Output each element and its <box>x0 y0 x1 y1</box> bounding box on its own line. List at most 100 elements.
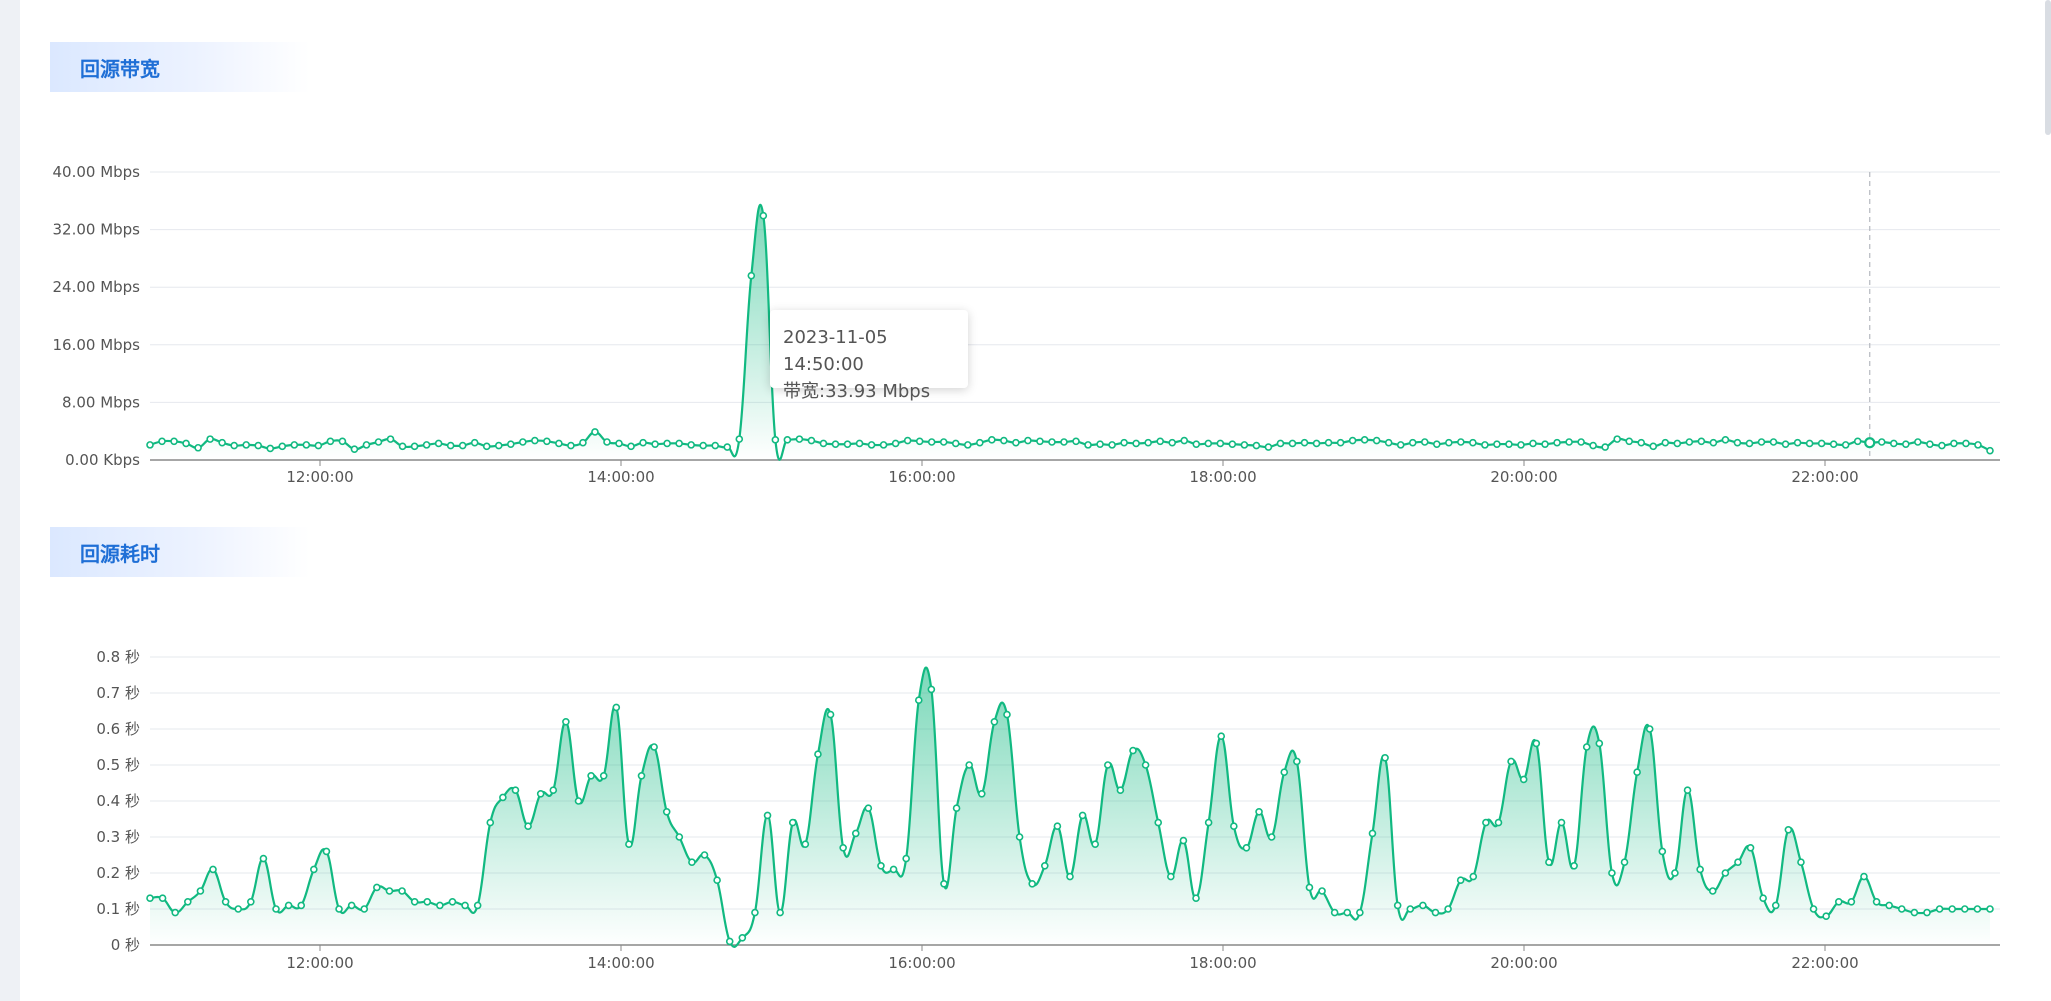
latency-data-point[interactable] <box>310 865 318 874</box>
latency-data-point[interactable] <box>1154 818 1163 827</box>
latency-data-point[interactable] <box>650 743 658 751</box>
bandwidth-data-point[interactable] <box>1974 441 1982 449</box>
bandwidth-data-point[interactable] <box>1757 438 1766 446</box>
latency-data-point[interactable] <box>1658 847 1667 856</box>
bandwidth-data-point[interactable] <box>976 438 984 447</box>
bandwidth-data-point[interactable] <box>1457 438 1465 446</box>
bandwidth-data-point[interactable] <box>422 441 431 449</box>
bandwidth-data-point[interactable] <box>182 439 190 448</box>
latency-data-point[interactable] <box>461 901 469 910</box>
bandwidth-data-point[interactable] <box>266 444 275 453</box>
latency-data-point[interactable] <box>1053 822 1062 831</box>
latency-data-point[interactable] <box>486 818 495 827</box>
bandwidth-data-point[interactable] <box>1240 441 1249 449</box>
bandwidth-data-point[interactable] <box>1288 439 1297 448</box>
latency-data-point[interactable] <box>612 703 621 712</box>
bandwidth-data-point[interactable] <box>867 441 876 449</box>
bandwidth-data-point[interactable] <box>1877 438 1886 446</box>
latency-data-point[interactable] <box>1419 901 1427 910</box>
bandwidth-data-point[interactable] <box>1625 437 1634 446</box>
latency-data-point[interactable] <box>196 887 205 895</box>
bandwidth-data-point[interactable] <box>1000 436 1008 445</box>
bandwidth-data-point[interactable] <box>290 441 299 449</box>
bandwidth-data-point[interactable] <box>1084 441 1092 449</box>
latency-data-point[interactable] <box>436 901 444 910</box>
latency-data-point[interactable] <box>700 851 709 859</box>
latency-data-point[interactable] <box>1608 869 1616 877</box>
bandwidth-data-point[interactable] <box>1276 439 1285 448</box>
latency-data-point[interactable] <box>675 833 684 841</box>
latency-data-point[interactable] <box>385 887 394 895</box>
bandwidth-data-point[interactable] <box>1926 440 1934 448</box>
latency-data-point[interactable] <box>1847 897 1856 906</box>
bandwidth-data-point[interactable] <box>1300 438 1309 447</box>
latency-data-point[interactable] <box>347 901 356 910</box>
bandwidth-data-point[interactable] <box>1805 439 1814 448</box>
bandwidth-data-point[interactable] <box>446 441 455 450</box>
bandwidth-chart[interactable]: 0.00 Kbps 8.00 Mbps 16.00 Mbps 24.00 Mbps 32… <box>0 0 2051 500</box>
latency-data-point[interactable] <box>1469 872 1478 881</box>
latency-data-point[interactable] <box>511 786 520 795</box>
bandwidth-data-point[interactable] <box>1324 438 1333 447</box>
bandwidth-data-point[interactable] <box>1348 436 1357 445</box>
bandwidth-data-point[interactable] <box>687 441 695 449</box>
bandwidth-data-point[interactable] <box>158 437 166 446</box>
bandwidth-data-point[interactable] <box>1192 440 1201 448</box>
bandwidth-data-point[interactable] <box>1469 438 1477 447</box>
bandwidth-data-point[interactable] <box>603 438 611 446</box>
latency-data-point[interactable] <box>763 811 772 820</box>
latency-data-point[interactable] <box>1771 901 1780 910</box>
bandwidth-data-point[interactable] <box>567 441 575 450</box>
latency-data-point[interactable] <box>360 905 369 913</box>
bandwidth-data-point[interactable] <box>1902 440 1910 448</box>
latency-data-point[interactable] <box>272 905 280 913</box>
bandwidth-data-point[interactable] <box>434 439 443 448</box>
bandwidth-data-point[interactable] <box>1914 438 1922 446</box>
bandwidth-data-point[interactable] <box>314 441 323 450</box>
bandwidth-data-point[interactable] <box>591 428 599 436</box>
bandwidth-data-point[interactable] <box>1481 441 1489 449</box>
bandwidth-data-point[interactable] <box>1120 438 1128 447</box>
bandwidth-data-point[interactable] <box>1228 440 1237 448</box>
bandwidth-data-point[interactable] <box>1745 439 1754 448</box>
bandwidth-data-point[interactable] <box>1060 438 1068 446</box>
bandwidth-data-point[interactable] <box>1012 438 1020 447</box>
latency-data-point[interactable] <box>1179 836 1188 845</box>
latency-data-point[interactable] <box>688 858 696 867</box>
bandwidth-data-point[interactable] <box>615 439 623 448</box>
bandwidth-data-point[interactable] <box>663 439 671 448</box>
latency-data-point[interactable] <box>448 897 457 906</box>
latency-data-point[interactable] <box>851 829 860 838</box>
bandwidth-data-point[interactable] <box>1565 438 1573 446</box>
latency-data-point[interactable] <box>1242 843 1251 852</box>
latency-data-point[interactable] <box>1809 905 1818 913</box>
bandwidth-data-point[interactable] <box>1180 436 1189 445</box>
latency-data-point[interactable] <box>410 897 419 906</box>
bandwidth-data-point[interactable] <box>747 271 756 280</box>
bandwidth-data-point[interactable] <box>891 439 900 448</box>
bandwidth-data-point[interactable] <box>988 436 996 444</box>
latency-data-point[interactable] <box>158 894 167 903</box>
latency-data-point[interactable] <box>1671 869 1679 877</box>
latency-data-point[interactable] <box>1797 858 1805 867</box>
latency-data-point[interactable] <box>1595 739 1604 748</box>
latency-data-point[interactable] <box>549 786 558 795</box>
bandwidth-data-point[interactable] <box>1396 441 1405 449</box>
bandwidth-data-point[interactable] <box>1697 437 1706 446</box>
latency-data-point[interactable] <box>1507 757 1515 766</box>
latency-data-point[interactable] <box>1570 861 1578 870</box>
bandwidth-data-point[interactable] <box>326 437 335 446</box>
latency-data-point[interactable] <box>1003 710 1011 719</box>
bandwidth-data-point[interactable] <box>1613 435 1621 443</box>
latency-data-point[interactable] <box>373 883 381 892</box>
bandwidth-data-point[interactable] <box>1601 443 1609 451</box>
latency-data-point[interactable] <box>801 840 810 849</box>
latency-data-point[interactable] <box>1973 905 1982 913</box>
bandwidth-data-point[interactable] <box>783 436 792 444</box>
latency-data-point[interactable] <box>221 897 230 906</box>
bandwidth-data-point[interactable] <box>771 436 780 444</box>
latency-data-point[interactable] <box>1343 908 1352 917</box>
bandwidth-data-point[interactable] <box>1661 438 1670 447</box>
latency-data-point[interactable] <box>1091 840 1100 849</box>
